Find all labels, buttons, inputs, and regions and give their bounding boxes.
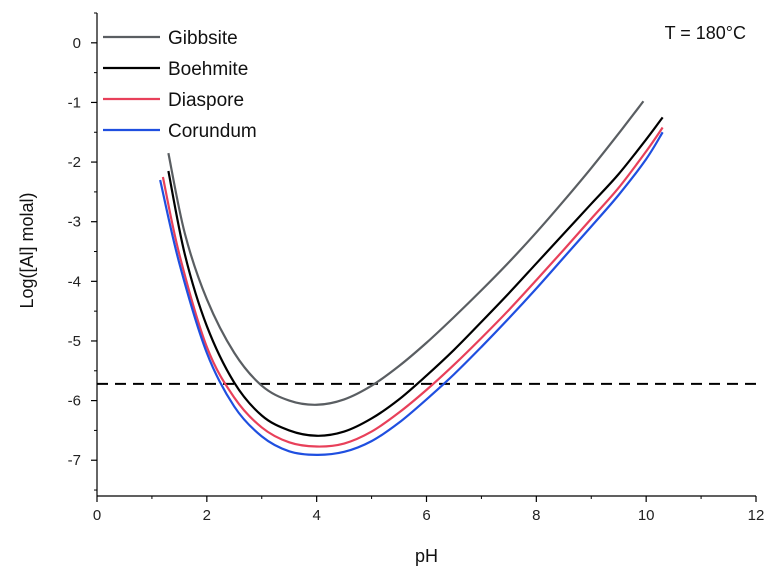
- y-tick-label: -6: [68, 393, 81, 410]
- y-tick-label: -7: [68, 452, 81, 469]
- legend: Gibbsite Boehmite Diaspore Corundum: [103, 28, 257, 142]
- y-tick-label: -1: [68, 94, 81, 111]
- series-line-gibbsite: [167, 100, 645, 406]
- legend-label-corundum: Corundum: [168, 121, 257, 142]
- x-tick-label: 0: [93, 507, 101, 524]
- x-axis-title: pH: [415, 546, 438, 566]
- y-axis-title: Log([Al] molal): [17, 192, 37, 308]
- x-tick-label: 2: [203, 507, 211, 524]
- y-tick-label: -5: [68, 333, 81, 350]
- series-line-corundum: [159, 131, 664, 456]
- x-tick-label: 8: [532, 507, 540, 524]
- axes: 0 2 4 6 8 10 12 0 -1 -2 -3 -4 -5 -6 -7: [68, 12, 765, 524]
- series-line-boehmite: [167, 116, 664, 437]
- legend-label-diaspore: Diaspore: [168, 90, 244, 111]
- y-tick-label: 0: [73, 35, 81, 52]
- legend-label-gibbsite: Gibbsite: [168, 28, 238, 49]
- x-tick-label: 4: [312, 507, 320, 524]
- plot-area: [97, 100, 756, 456]
- y-tick-label: -2: [68, 154, 81, 171]
- legend-label-boehmite: Boehmite: [168, 59, 248, 80]
- y-tick-label: -4: [68, 273, 81, 290]
- series-line-diaspore: [161, 126, 664, 448]
- temperature-annotation: T = 180°C: [665, 23, 746, 43]
- x-tick-label: 10: [638, 507, 655, 524]
- x-tick-label: 6: [422, 507, 430, 524]
- x-tick-label: 12: [748, 507, 765, 524]
- y-tick-label: -3: [68, 214, 81, 231]
